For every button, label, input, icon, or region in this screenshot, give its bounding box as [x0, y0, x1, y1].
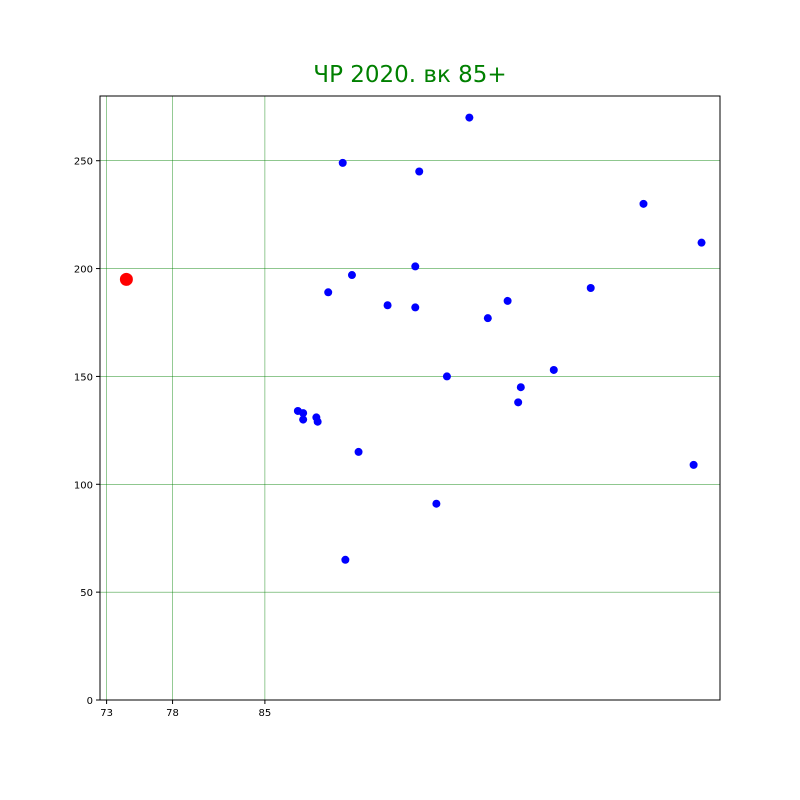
y-tick-label: 100 [74, 480, 93, 491]
data-points [119, 113, 706, 564]
data-point [465, 113, 474, 122]
data-point [313, 417, 322, 426]
y-tick-label: 50 [80, 588, 93, 599]
data-point [639, 199, 648, 208]
x-tick-label: 73 [100, 708, 113, 719]
data-point [347, 271, 356, 280]
chart-title: ЧР 2020. вк 85+ [313, 62, 507, 88]
y-tick-label: 200 [74, 265, 93, 276]
data-point [354, 447, 363, 456]
grid-lines [100, 96, 720, 700]
y-tick-label: 150 [74, 372, 93, 383]
data-point [299, 415, 308, 424]
data-point [432, 499, 441, 508]
data-point [411, 303, 420, 312]
data-point [299, 409, 308, 418]
data-point [689, 460, 698, 469]
data-point [324, 288, 333, 297]
x-tick-label: 78 [166, 708, 179, 719]
x-axis-ticks: 73 78 85 [100, 700, 271, 719]
data-point [338, 158, 347, 167]
data-point [586, 283, 595, 292]
data-point [415, 167, 424, 176]
data-point [383, 301, 392, 310]
x-tick-label: 85 [259, 708, 272, 719]
data-point [442, 372, 451, 381]
highlight-point [119, 272, 133, 286]
data-point [516, 383, 525, 392]
y-tick-label: 250 [74, 157, 93, 168]
data-point [697, 238, 706, 247]
data-point [549, 365, 558, 374]
data-point [483, 314, 492, 323]
data-point [514, 398, 523, 407]
data-point [503, 296, 512, 305]
plot-area-frame [99, 95, 721, 701]
data-point [341, 555, 350, 564]
data-point [411, 262, 420, 271]
y-tick-label: 0 [87, 696, 93, 707]
y-axis-ticks: 0 50 100 150 200 250 [74, 157, 100, 707]
